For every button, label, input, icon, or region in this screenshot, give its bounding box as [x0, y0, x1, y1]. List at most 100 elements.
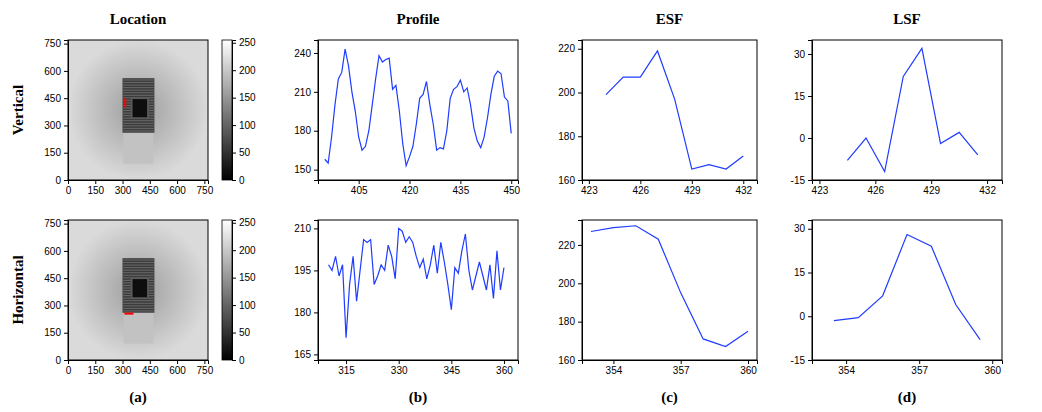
tick-label: 405 — [351, 185, 368, 196]
panel: 354357360-1501530 — [791, 220, 1003, 376]
tick: 300 — [115, 360, 132, 376]
row-label: Horizontal — [10, 255, 26, 324]
tick-mark — [451, 360, 452, 364]
tick: 426 — [867, 180, 884, 196]
tick: 0 — [66, 360, 72, 376]
axis-line — [319, 181, 519, 185]
panel-label: (d) — [898, 389, 916, 406]
tick-label: 180 — [558, 131, 575, 142]
tick: 200 — [558, 87, 582, 98]
tick: 210 — [294, 223, 318, 234]
tick-mark — [232, 223, 236, 224]
tick-mark — [232, 70, 236, 71]
tick-mark — [64, 305, 68, 306]
axis: -1501530 — [791, 41, 813, 186]
tick: 250 — [232, 217, 256, 228]
tick-label: 432 — [735, 185, 752, 196]
image-pin — [123, 267, 155, 268]
image-pin — [123, 300, 155, 301]
tick-mark — [808, 360, 812, 361]
tick-label: 210 — [294, 87, 311, 98]
image-die-frame — [131, 97, 149, 119]
tick-mark — [992, 360, 993, 364]
tick: 750 — [197, 180, 214, 196]
tick: 0 — [232, 175, 245, 186]
tick: 750 — [44, 218, 68, 229]
axis-line — [578, 41, 583, 181]
panel: 354357360160180200220 — [558, 220, 757, 376]
tick: 300 — [115, 180, 132, 196]
axis-line — [69, 361, 209, 365]
tick-mark — [692, 180, 693, 184]
tick-label: 50 — [239, 327, 251, 338]
image-board — [123, 311, 153, 344]
tick: 15 — [794, 91, 812, 102]
tick: 0 — [55, 355, 68, 366]
tick-label: 165 — [294, 349, 311, 360]
tick-label: 354 — [838, 365, 855, 376]
tick-mark — [314, 170, 318, 171]
tick-mark — [232, 180, 236, 181]
column-title: Location — [110, 11, 167, 27]
tick-label: 600 — [44, 246, 61, 257]
image-pin — [123, 272, 155, 273]
image-pin — [123, 305, 155, 306]
axis-line — [808, 41, 813, 181]
tick-mark — [748, 360, 749, 364]
image-chip — [123, 78, 155, 133]
tick-label: 357 — [673, 365, 690, 376]
axis: 405420435450 — [319, 180, 521, 196]
tick: 423 — [581, 180, 598, 196]
tick-mark — [232, 43, 236, 44]
tick-label: 345 — [443, 365, 460, 376]
axis: 150180210240 — [294, 41, 318, 181]
tick: 435 — [453, 180, 470, 196]
tick: 50 — [232, 327, 251, 338]
tick-label: 0 — [66, 365, 72, 376]
image-pin — [123, 87, 155, 88]
tick-label: 300 — [44, 300, 61, 311]
tick: 150 — [87, 180, 104, 196]
plot-area — [68, 220, 208, 360]
tick: 450 — [44, 93, 68, 104]
panel-label: (b) — [409, 389, 427, 406]
figure: Location(a)Profile(b)ESF(c)LSF(d)Vertica… — [0, 0, 1042, 412]
axis-line — [813, 181, 1003, 185]
tick-label: 210 — [294, 223, 311, 234]
tick-mark — [578, 245, 582, 246]
image-pin — [123, 265, 155, 266]
data-line — [325, 49, 511, 166]
tick: 195 — [294, 265, 318, 276]
tick-mark — [314, 53, 318, 54]
tick: 600 — [44, 246, 68, 257]
axis: 423426429432 — [812, 180, 1003, 196]
axis: 0150300450600750 — [44, 218, 68, 365]
tick-mark — [578, 136, 582, 137]
plot-frame — [812, 40, 1002, 180]
tick: 429 — [684, 180, 701, 196]
plot-area — [68, 40, 208, 180]
panel: 0501001502002500150300450600750015030045… — [44, 37, 256, 196]
image-pin — [123, 308, 155, 309]
plot-area — [329, 228, 504, 337]
tick-mark — [64, 224, 68, 225]
plot-frame — [318, 40, 518, 180]
axis-line — [808, 221, 813, 361]
axis-line — [583, 181, 758, 185]
tick-mark — [95, 180, 96, 184]
tick-mark — [64, 98, 68, 99]
tick-label: 250 — [239, 37, 256, 48]
tick: 100 — [232, 120, 256, 131]
tick-label: 200 — [558, 87, 575, 98]
panel: 405420435450150180210240 — [294, 40, 520, 196]
plot-frame — [582, 220, 757, 360]
tick-label: 220 — [558, 43, 575, 54]
tick-mark — [232, 153, 236, 154]
tick-label: 0 — [239, 355, 245, 366]
tick: 600 — [169, 360, 186, 376]
tick-mark — [64, 278, 68, 279]
tick-label: 220 — [558, 240, 575, 251]
tick-label: -15 — [791, 175, 806, 186]
tick-mark — [504, 360, 505, 364]
tick: 150 — [44, 147, 68, 158]
